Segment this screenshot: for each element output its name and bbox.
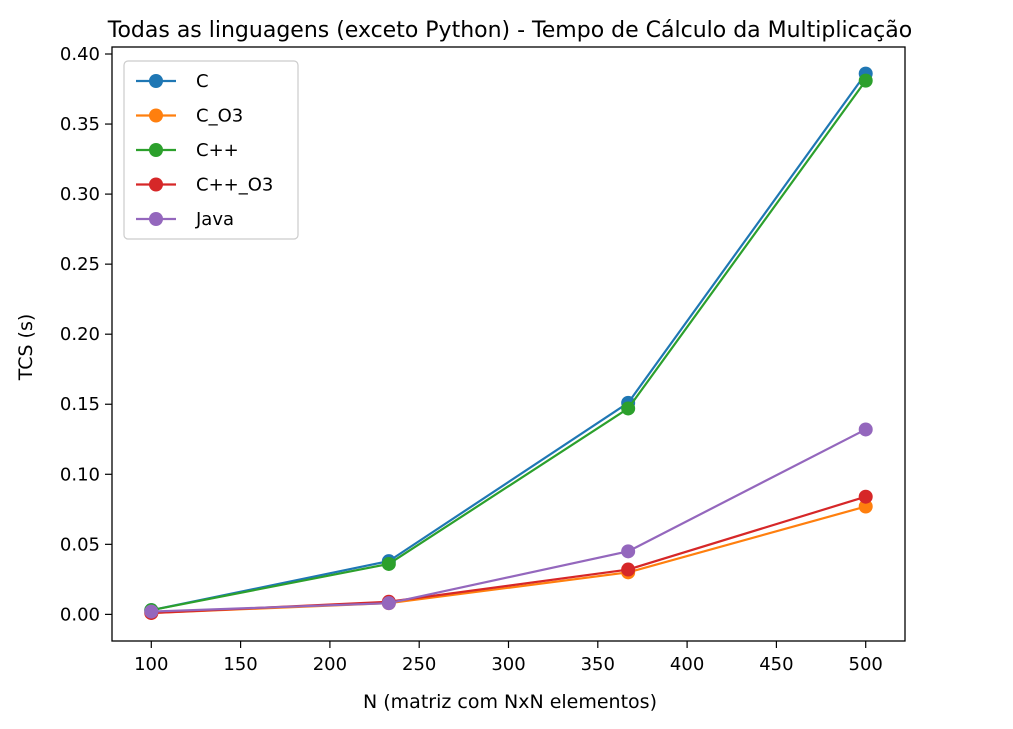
- legend-label: C++_O3: [196, 175, 273, 196]
- series-line: [151, 72, 867, 612]
- y-tick-label: 0.30: [60, 184, 100, 205]
- x-tick-label: 350: [581, 654, 615, 675]
- x-tick-label: 150: [223, 654, 257, 675]
- legend-label: C++: [196, 140, 239, 161]
- data-point: [858, 422, 873, 437]
- series-c-o3: [144, 499, 873, 620]
- data-point: [621, 544, 636, 559]
- legend-item: C++: [136, 140, 239, 161]
- data-point: [381, 556, 396, 571]
- y-axis: 0.00 0.05 0.10 0.15 0.20 0.25 0.30 0.35 0.40: [60, 44, 112, 625]
- y-tick-label: 0.40: [60, 44, 100, 65]
- y-tick-label: 0.05: [60, 534, 100, 555]
- x-tick-label: 450: [759, 654, 793, 675]
- legend-box: [123, 60, 299, 240]
- x-tick-label: 200: [313, 654, 347, 675]
- x-tick-label: 500: [849, 654, 883, 675]
- legend-item: C_O3: [136, 106, 243, 127]
- legend-item: C: [136, 71, 209, 92]
- y-tick-label: 0.00: [60, 604, 100, 625]
- x-tick-label: 300: [491, 654, 525, 675]
- series-line: [151, 79, 867, 612]
- data-point: [381, 596, 396, 611]
- x-tick-label: 100: [134, 654, 168, 675]
- legend-swatch-marker: [149, 143, 163, 157]
- x-tick-label: 400: [670, 654, 704, 675]
- data-point: [858, 489, 873, 504]
- data-point: [858, 73, 873, 88]
- legend-item: Java: [136, 209, 234, 230]
- legend-swatch-marker: [149, 177, 163, 192]
- y-tick-label: 0.25: [60, 254, 100, 275]
- y-tick-label: 0.10: [60, 464, 100, 485]
- x-axis: 100 150 200 250 300 350 400 450 500: [134, 641, 883, 675]
- series-layer: [144, 66, 873, 620]
- legend-label: Java: [195, 209, 234, 230]
- y-tick-label: 0.15: [60, 394, 100, 415]
- data-point: [621, 562, 636, 577]
- legend-swatch-marker: [149, 212, 163, 226]
- series-c-o3: [144, 489, 873, 620]
- legend-swatch-marker: [149, 74, 163, 88]
- legend-swatch-marker: [149, 108, 163, 123]
- chart-title: Todas as linguagens (exceto Python) - Te…: [107, 18, 912, 43]
- x-tick-label: 250: [402, 654, 436, 675]
- data-point: [858, 499, 873, 514]
- x-axis-label: N (matriz com NxN elementos): [363, 691, 657, 713]
- data-point: [621, 401, 636, 416]
- y-tick-label: 0.20: [60, 324, 100, 345]
- legend-label: C: [196, 71, 209, 92]
- series-line: [151, 495, 867, 615]
- y-tick-label: 0.35: [60, 114, 100, 135]
- legend-label: C_O3: [196, 106, 243, 127]
- series-java: [144, 422, 873, 619]
- legend-item: C++_O3: [136, 175, 273, 196]
- data-point: [144, 604, 159, 619]
- series-line: [151, 428, 867, 613]
- y-axis-label: TCS (s): [15, 314, 37, 382]
- legend: C C_O3 C++ C++_O3 Java: [123, 60, 299, 240]
- series-line: [151, 505, 867, 615]
